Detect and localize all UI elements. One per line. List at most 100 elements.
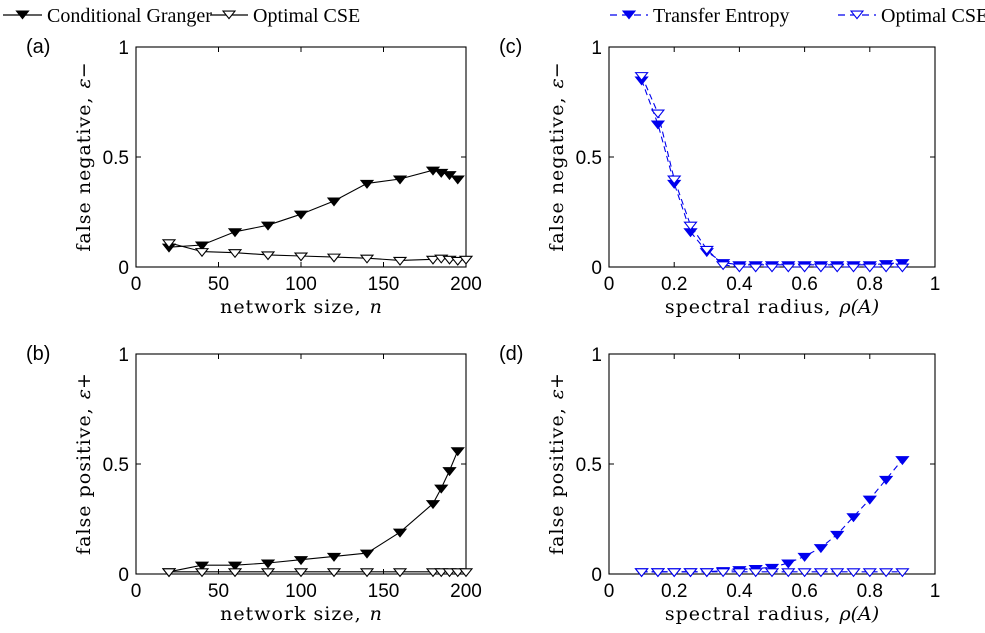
data-point bbox=[846, 263, 861, 273]
data-point bbox=[764, 263, 780, 273]
panel-label: (b) bbox=[26, 343, 50, 365]
legend-marker bbox=[221, 10, 237, 20]
x-tick-label: 100 bbox=[285, 581, 317, 602]
y-tick-label: 1 bbox=[118, 38, 129, 59]
panel-label: (c) bbox=[499, 36, 522, 58]
data-point bbox=[846, 568, 861, 578]
data-point bbox=[683, 221, 698, 231]
data-point bbox=[862, 263, 877, 273]
y-axis-label: false negative, ε− bbox=[546, 62, 568, 251]
data-point bbox=[359, 179, 375, 189]
data-point bbox=[715, 568, 731, 578]
data-point bbox=[359, 254, 375, 264]
legend-marker bbox=[621, 10, 637, 20]
y-axis-symbol: ε− bbox=[73, 62, 95, 88]
data-point bbox=[450, 568, 465, 578]
x-axis-title: network size, bbox=[220, 603, 362, 625]
data-point bbox=[458, 568, 474, 578]
x-axis-title: spectral radius, bbox=[665, 296, 832, 318]
data-point bbox=[326, 552, 342, 562]
data-point bbox=[830, 530, 845, 540]
series-line bbox=[641, 79, 903, 266]
data-point bbox=[878, 263, 894, 273]
data-point bbox=[748, 263, 763, 273]
data-point bbox=[194, 241, 210, 251]
legend-marker bbox=[15, 10, 30, 20]
chart-panel: (d) 0 0.2 0.4 0.6 0.8 1 0 0.5 1 spectral radius, ρ(… bbox=[499, 343, 940, 625]
data-point bbox=[667, 175, 682, 185]
series-line bbox=[641, 459, 903, 573]
data-point bbox=[359, 568, 375, 578]
y-tick-label: 0.5 bbox=[103, 455, 129, 476]
y-tick-label: 1 bbox=[591, 345, 602, 366]
x-axis-label: network size, n bbox=[220, 296, 382, 318]
y-tick-label: 0 bbox=[118, 565, 129, 586]
series-line bbox=[168, 169, 459, 248]
y-tick-label: 0 bbox=[591, 565, 602, 586]
data-point bbox=[227, 249, 243, 259]
data-point bbox=[425, 500, 441, 510]
series-filled bbox=[161, 447, 465, 578]
x-tick-label: 150 bbox=[368, 581, 400, 602]
series-line bbox=[168, 242, 467, 261]
y-axis-symbol: ε+ bbox=[546, 373, 568, 399]
series-open bbox=[634, 568, 910, 578]
legend-item: Optimal CSE bbox=[210, 5, 360, 27]
y-tick-label: 0.5 bbox=[576, 455, 602, 476]
x-tick-label: 0 bbox=[131, 274, 142, 295]
data-point bbox=[830, 568, 845, 578]
data-point bbox=[425, 255, 441, 265]
y-axis-label: false negative, ε− bbox=[73, 62, 95, 251]
chart-panel: (c) 0 0.2 0.4 0.6 0.8 1 0 0.5 1 spectral radius, ρ(… bbox=[499, 36, 940, 318]
data-point bbox=[764, 563, 780, 573]
y-axis-title: false negative, bbox=[73, 96, 95, 251]
x-tick-label: 150 bbox=[368, 274, 400, 295]
data-point bbox=[293, 252, 309, 262]
panel-label: (d) bbox=[499, 343, 523, 365]
data-point bbox=[813, 263, 829, 273]
x-axis-label: spectral radius, ρ(A) bbox=[665, 603, 879, 625]
data-point bbox=[359, 549, 375, 559]
series-filled bbox=[634, 456, 910, 578]
y-axis-title: false negative, bbox=[546, 96, 568, 251]
y-axis-title: false positive, bbox=[73, 407, 95, 555]
data-point bbox=[862, 568, 877, 578]
series-open bbox=[161, 239, 474, 266]
data-point bbox=[260, 568, 276, 578]
data-point bbox=[194, 568, 210, 578]
legend-item: Conditional Granger bbox=[3, 5, 212, 27]
data-point bbox=[764, 568, 780, 578]
data-point bbox=[450, 447, 465, 457]
data-point bbox=[634, 568, 649, 578]
data-point bbox=[732, 263, 747, 273]
legend-marker bbox=[849, 10, 865, 20]
y-tick-label: 1 bbox=[591, 38, 602, 59]
data-point bbox=[650, 568, 666, 578]
series-open bbox=[161, 568, 474, 578]
data-point bbox=[895, 568, 910, 578]
data-point bbox=[732, 568, 747, 578]
series-line bbox=[641, 75, 903, 268]
x-tick-label: 0 bbox=[131, 581, 142, 602]
series-line bbox=[168, 450, 459, 573]
y-axis-label: false positive, ε+ bbox=[546, 373, 568, 555]
legend: Conditional Granger Optimal CSE Transfer E… bbox=[3, 5, 985, 27]
data-point bbox=[293, 556, 309, 566]
panel-label: (a) bbox=[26, 36, 50, 58]
y-axis-symbol: ε+ bbox=[73, 373, 95, 399]
x-tick-label: 0.6 bbox=[791, 581, 817, 602]
data-point bbox=[326, 253, 342, 263]
plot-frame bbox=[135, 46, 467, 268]
data-point bbox=[194, 248, 210, 258]
data-point bbox=[434, 484, 449, 494]
data-point bbox=[895, 259, 910, 269]
data-point bbox=[813, 568, 829, 578]
x-tick-label: 0.2 bbox=[661, 274, 687, 295]
y-tick-label: 0 bbox=[118, 258, 129, 279]
y-tick-label: 0 bbox=[591, 258, 602, 279]
data-point bbox=[227, 228, 243, 238]
data-point bbox=[442, 467, 457, 477]
legend-label: Conditional Granger bbox=[47, 5, 212, 27]
plot-frame bbox=[135, 353, 467, 575]
